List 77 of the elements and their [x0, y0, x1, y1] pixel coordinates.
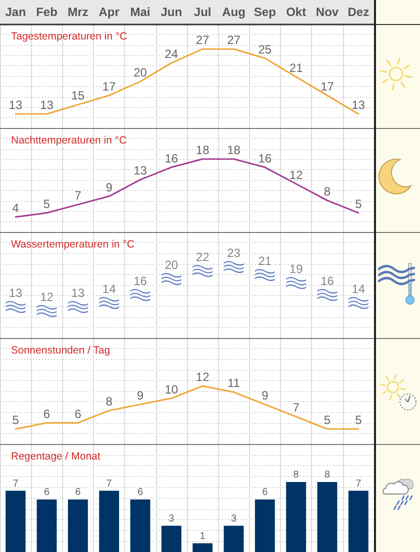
data-label: 20	[134, 66, 148, 80]
data-label: 18	[196, 143, 210, 157]
data-label: 16	[164, 151, 178, 166]
x-tick-label: Aug	[222, 5, 246, 19]
data-label: 8	[106, 394, 113, 409]
data-label: 13	[71, 286, 85, 300]
data-label: 21	[289, 60, 304, 75]
data-label: 6	[43, 406, 50, 421]
data-label: 9	[262, 388, 269, 402]
x-tick-label: Dez	[348, 5, 370, 19]
data-label: 14	[352, 282, 366, 296]
data-label: 13	[8, 98, 23, 112]
data-label: 23	[227, 246, 241, 260]
data-label: 17	[102, 79, 116, 94]
data-label: 8	[293, 470, 300, 480]
data-label: 16	[258, 151, 272, 166]
data-label: 6	[262, 487, 268, 498]
chart-title: Tagestemperaturen in °C	[11, 30, 128, 42]
data-label: 5	[43, 196, 50, 211]
x-tick-label: Feb	[36, 5, 58, 19]
data-label: 7	[74, 188, 82, 203]
data-label: 7	[106, 478, 112, 490]
data-label: 13	[40, 98, 54, 112]
data-label: 7	[12, 478, 19, 490]
data-label: 7	[292, 400, 300, 415]
data-label: 5	[355, 413, 362, 427]
data-label: 13	[8, 286, 23, 300]
data-label: 6	[75, 487, 82, 498]
data-label: 6	[137, 487, 144, 498]
data-label: 12	[289, 168, 304, 182]
chart-title: Sonnenstunden / Tag	[11, 344, 110, 356]
data-label: 3	[168, 513, 175, 524]
x-tick-label: Nov	[316, 5, 339, 19]
data-label: 6	[44, 487, 50, 498]
data-label: 20	[164, 258, 178, 272]
data-label: 22	[196, 250, 210, 264]
data-label: 3	[230, 513, 237, 524]
chart-title: Nachttemperaturen in °C	[11, 134, 128, 146]
data-label: 8	[324, 184, 331, 198]
data-label: 24	[164, 46, 178, 61]
data-label: 17	[320, 79, 334, 94]
data-label: 27	[227, 33, 241, 47]
data-label: 11	[228, 376, 240, 390]
data-label: 13	[352, 98, 366, 112]
data-label: 5	[12, 413, 20, 427]
x-tick-label: Jul	[194, 5, 212, 19]
chart-title: Regentage / Monat	[11, 450, 100, 462]
data-label: 7	[356, 478, 362, 490]
data-label: 10	[164, 382, 178, 396]
data-label: 6	[74, 406, 82, 421]
x-tick-label: Jun	[160, 5, 182, 19]
data-label: 9	[106, 180, 113, 194]
data-label: 27	[196, 33, 210, 47]
data-label: 19	[289, 262, 304, 276]
data-label: 25	[258, 42, 272, 56]
data-label: 8	[324, 470, 330, 480]
data-label: 14	[102, 282, 116, 296]
data-label: 5	[355, 196, 362, 211]
data-label: 4	[12, 201, 20, 215]
data-label: 18	[227, 143, 241, 157]
x-tick-label: Sep	[254, 5, 276, 19]
data-label: 5	[324, 413, 331, 427]
data-label: 12	[40, 290, 54, 304]
x-tick-label: Mrz	[68, 5, 88, 19]
data-label: 16	[134, 274, 148, 288]
data-label: 16	[320, 274, 334, 288]
data-label: 21	[258, 254, 272, 268]
x-tick-label: Mai	[130, 5, 150, 19]
data-label: 15	[71, 88, 85, 103]
x-tick-label: Apr	[98, 5, 120, 19]
data-label: 9	[136, 388, 144, 402]
chart-title: Wassertemperaturen in °C	[11, 238, 135, 250]
x-tick-label: Jan	[5, 5, 26, 19]
x-tick-label: Okt	[286, 5, 306, 19]
data-label: 1	[200, 530, 206, 542]
data-label: 12	[196, 370, 210, 384]
data-label: 13	[134, 164, 148, 178]
